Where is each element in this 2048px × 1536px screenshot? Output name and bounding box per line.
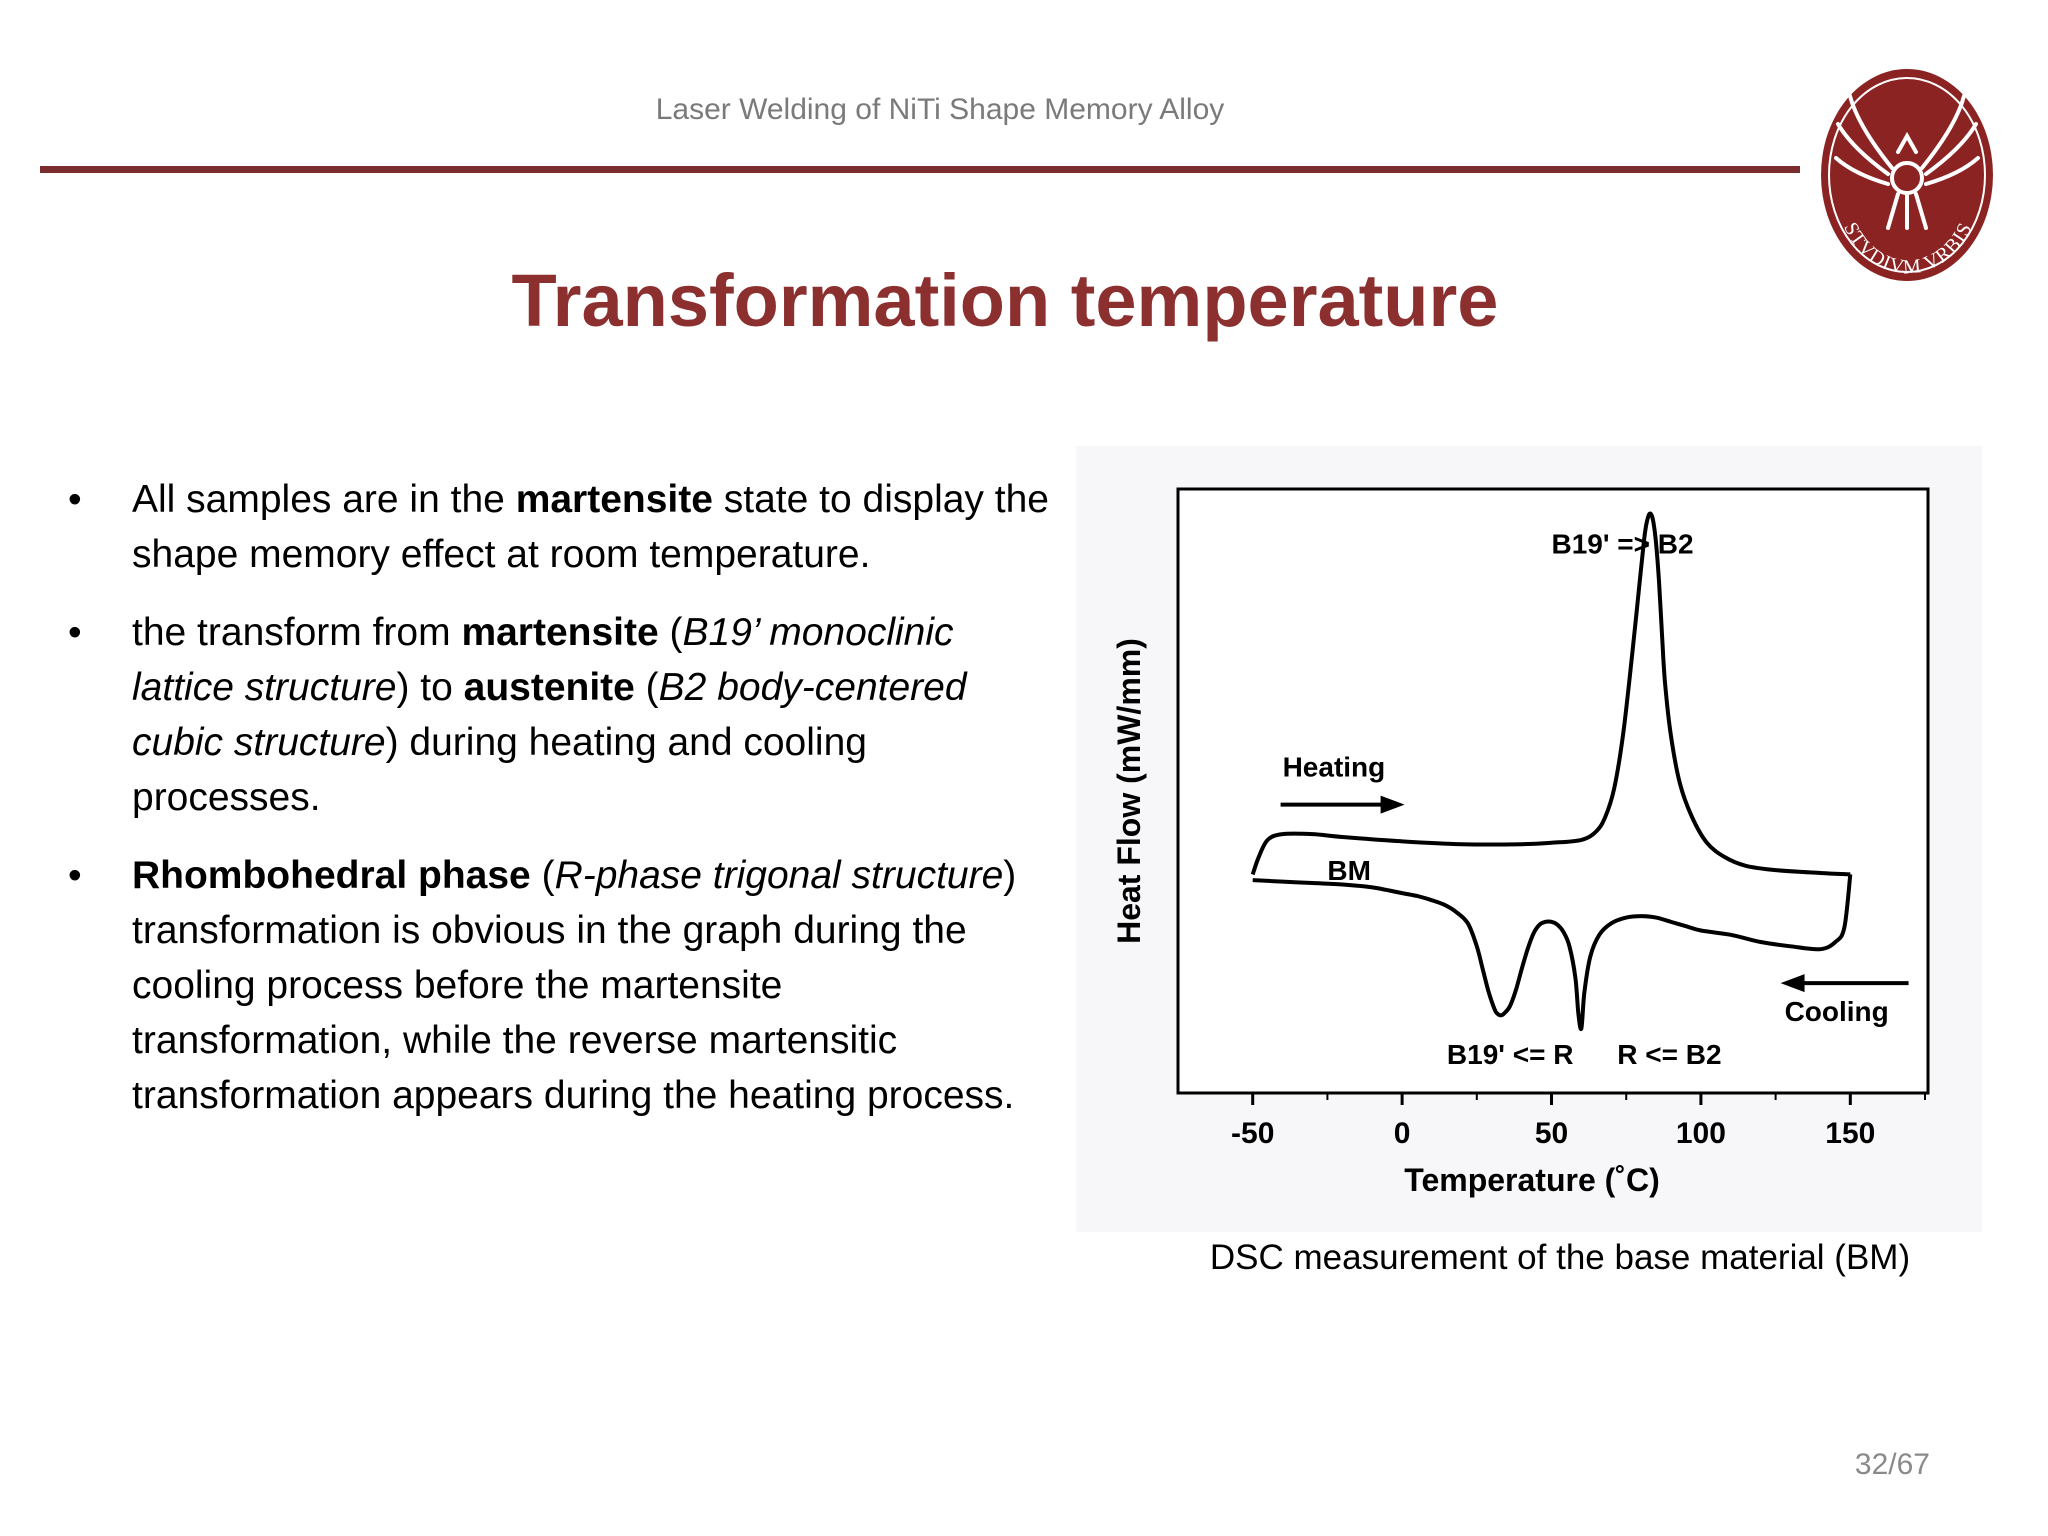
university-seal-logo: STVDIVM VRBIS: [1821, 69, 1993, 281]
annotation-label: Heating: [1283, 752, 1386, 783]
bold-term: martensite: [515, 478, 713, 521]
annotation-label: Cooling: [1785, 996, 1889, 1027]
x-axis-label: Temperature (˚C): [1404, 1162, 1659, 1198]
arrows: [1280, 795, 1909, 993]
x-tick-label: -50: [1231, 1117, 1274, 1150]
header-divider: [40, 166, 1800, 173]
slide-title: Transformation temperature: [511, 259, 1499, 342]
chart-labels: B19' => B2 Heating BM Cooling B19' <= R R <= …: [1283, 529, 1889, 1071]
bullet-text: (: [658, 611, 683, 654]
header-title: Laser Welding of NiTi Shape Memory Alloy: [655, 93, 1225, 126]
italic-term: B2 body-centered cubic structure: [132, 666, 967, 764]
dsc-chart: -50 0 50 100 150 B19' => B2HeatingBMCoolingB…: [1111, 487, 1930, 1198]
x-tick-label: 150: [1825, 1117, 1875, 1150]
heating-arrow-head: [1380, 795, 1405, 814]
figure-caption: DSC measurement of the base material (BM…: [1209, 1238, 1911, 1277]
bold-term: Rhombohedral phase: [132, 854, 531, 897]
bullet-text: (: [530, 854, 555, 897]
x-tick-label: 0: [1394, 1117, 1411, 1150]
cooling-curve: [1252, 874, 1853, 1032]
bullet-text: state to display the shape memory effect…: [132, 478, 1049, 576]
bullet-dot: •: [68, 854, 82, 897]
italic-term: B19’ monoclinic lattice structure: [132, 611, 954, 709]
bullet-text: ) transformation is obvious in the graph…: [132, 854, 1017, 1117]
bullet-item: • All samples are in the martensite stat…: [62, 472, 1052, 582]
y-axis-label: Heat Flow (mW/mm): [1111, 638, 1147, 944]
bold-term: martensite: [461, 611, 659, 654]
bullet-list: • All samples are in the martensite stat…: [62, 472, 1052, 1146]
bullet-text: (: [634, 666, 659, 709]
italic-term: R-phase trigonal structure: [554, 854, 1004, 897]
curves: [1250, 511, 1853, 1032]
bullet-item: • the transform from martensite (B19’ mo…: [62, 605, 1052, 825]
bold-term: austenite: [463, 666, 635, 709]
bullet-dot: •: [68, 611, 82, 654]
bullet-dot: •: [68, 478, 82, 521]
heating-curve: [1250, 511, 1851, 877]
bullet-text: the transform from: [132, 611, 462, 654]
x-axis-ticks: -50 0 50 100 150: [1231, 1093, 1927, 1150]
page-number: 32/67: [1854, 1448, 1930, 1481]
x-tick-label: 50: [1535, 1117, 1568, 1150]
bullet-text: All samples are in the: [132, 478, 516, 521]
bullet-text: ) during heating and cooling processes.: [132, 721, 867, 819]
cooling-arrow-head: [1780, 974, 1805, 993]
bullet-item: • Rhombohedral phase (R-phase trigonal s…: [62, 848, 1052, 1123]
bullet-text: ) to: [396, 666, 464, 709]
annotation-label: B19' <= R: [1447, 1039, 1574, 1070]
annotation-label: R <= B2: [1617, 1039, 1721, 1070]
annotation-label: BM: [1327, 855, 1371, 886]
annotation-label: B19' => B2: [1552, 529, 1694, 560]
x-tick-label: 100: [1676, 1117, 1726, 1150]
